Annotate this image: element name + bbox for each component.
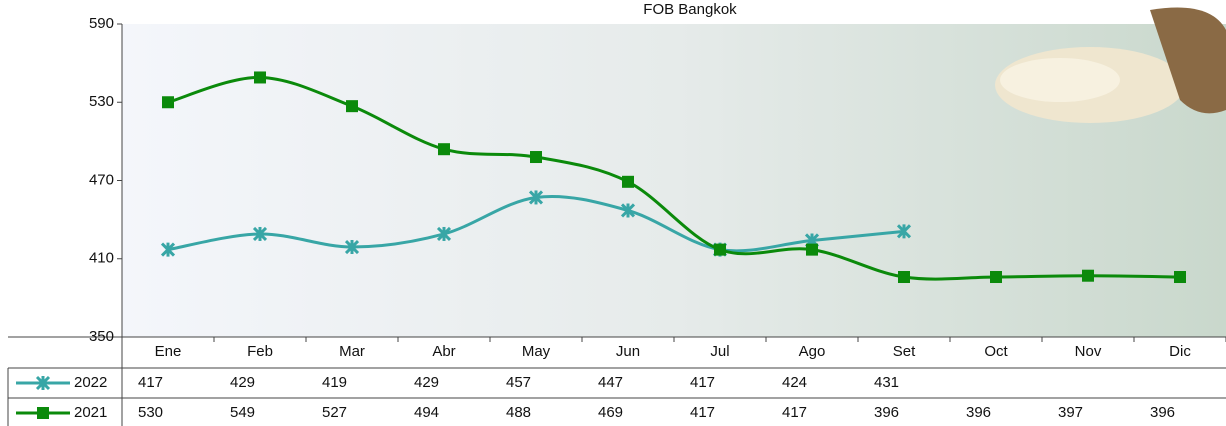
table-value: 431 bbox=[874, 374, 899, 391]
marker bbox=[1082, 269, 1094, 282]
marker bbox=[990, 271, 1002, 284]
marker bbox=[438, 143, 450, 156]
series-line bbox=[167, 75, 1181, 281]
marker bbox=[160, 242, 176, 257]
marker bbox=[622, 175, 634, 188]
x-tick-label: Mar bbox=[339, 343, 365, 360]
table-value: 419 bbox=[322, 374, 347, 391]
y-tick-label: 590 bbox=[89, 15, 114, 32]
table-value: 417 bbox=[782, 404, 807, 421]
rice-image bbox=[995, 7, 1226, 123]
chart-title: FOB Bangkok bbox=[643, 1, 737, 18]
table-value: 549 bbox=[230, 404, 255, 421]
table-value: 488 bbox=[506, 404, 531, 421]
table-value: 417 bbox=[138, 374, 163, 391]
x-tick-label: Ene bbox=[155, 343, 182, 360]
y-tick-label: 410 bbox=[89, 250, 114, 267]
x-tick-label: Jun bbox=[616, 343, 640, 360]
marker bbox=[620, 203, 636, 218]
table-value: 494 bbox=[414, 404, 439, 421]
table-value: 527 bbox=[322, 404, 347, 421]
y-tick-label: 530 bbox=[89, 93, 114, 110]
marker bbox=[896, 224, 912, 239]
x-tick-label: Ago bbox=[799, 343, 826, 360]
x-tick-label: Abr bbox=[432, 343, 455, 360]
table-value: 396 bbox=[874, 404, 899, 421]
marker bbox=[162, 96, 174, 109]
table-value: 397 bbox=[1058, 404, 1083, 421]
x-tick-label: Set bbox=[893, 343, 916, 360]
table-value: 429 bbox=[414, 374, 439, 391]
marker bbox=[530, 151, 542, 164]
table-value: 424 bbox=[782, 374, 807, 391]
y-tick-label: 470 bbox=[89, 171, 114, 188]
marker bbox=[898, 271, 910, 284]
table-value: 417 bbox=[690, 404, 715, 421]
table-value: 530 bbox=[138, 404, 163, 421]
x-tick-label: May bbox=[522, 343, 551, 360]
marker bbox=[35, 375, 51, 391]
marker bbox=[252, 226, 268, 242]
legend-label: 2022 bbox=[74, 374, 107, 391]
x-tick-label: Oct bbox=[984, 343, 1008, 360]
table-value: 417 bbox=[690, 374, 715, 391]
table-value: 447 bbox=[598, 374, 623, 391]
legend-label: 2021 bbox=[74, 404, 107, 421]
marker bbox=[344, 239, 360, 255]
table-value: 429 bbox=[230, 374, 255, 391]
marker bbox=[346, 100, 358, 113]
table-value: 469 bbox=[598, 404, 623, 421]
marker bbox=[436, 226, 452, 242]
table-value: 396 bbox=[1150, 404, 1175, 421]
table-value: 396 bbox=[966, 404, 991, 421]
marker bbox=[528, 190, 544, 205]
marker bbox=[806, 243, 818, 256]
table-value: 457 bbox=[506, 374, 531, 391]
y-tick-label: 350 bbox=[89, 328, 114, 345]
x-tick-label: Nov bbox=[1075, 343, 1102, 360]
marker bbox=[1174, 271, 1186, 284]
x-tick-label: Feb bbox=[247, 343, 273, 360]
x-tick-label: Jul bbox=[710, 343, 729, 360]
x-tick-label: Dic bbox=[1169, 343, 1191, 360]
marker bbox=[714, 243, 726, 256]
marker bbox=[254, 71, 266, 84]
marker bbox=[37, 407, 49, 419]
